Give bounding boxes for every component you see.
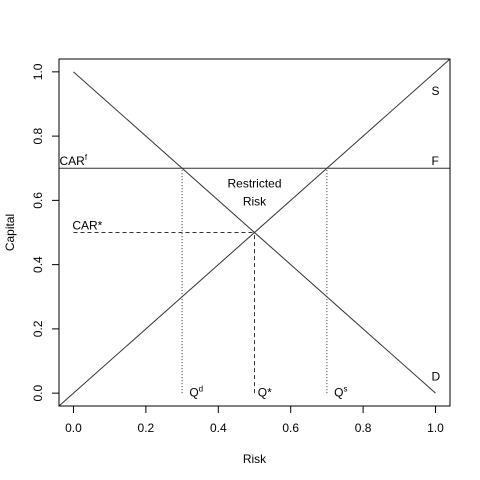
label-s: S <box>432 84 440 98</box>
label-d: D <box>432 369 441 383</box>
x-tick-label: 0.0 <box>65 421 82 435</box>
axes: 0.0 0.0 0.2 0.2 0.4 0.4 0.6 0.6 0.8 0.8 1.0 1.0 <box>31 63 444 435</box>
y-tick-label: 0.8 <box>31 127 45 144</box>
label-f: F <box>432 154 439 168</box>
x-tick-label: 0.2 <box>138 421 155 435</box>
y-axis-title: Capital <box>3 214 17 251</box>
label-risk: Risk <box>243 195 267 209</box>
x-axis-title: Risk <box>243 452 267 466</box>
label-restricted: Restricted <box>227 177 281 191</box>
y-tick-label: 1.0 <box>31 63 45 80</box>
x-tick-label: 0.4 <box>210 421 227 435</box>
plot-area <box>58 58 451 407</box>
label-q-d: Qd <box>189 384 203 399</box>
y-tick-label: 0.4 <box>31 256 45 273</box>
label-q-s: Qs <box>334 384 347 399</box>
x-tick-label: 0.8 <box>355 421 372 435</box>
x-tick-label: 1.0 <box>427 421 444 435</box>
label-q-star: Q* <box>258 385 272 399</box>
y-tick-label: 0.0 <box>31 384 45 401</box>
label-car-star: CAR* <box>72 218 102 232</box>
y-tick-label: 0.6 <box>31 192 45 209</box>
y-tick-label: 0.2 <box>31 320 45 337</box>
x-tick-label: 0.6 <box>282 421 299 435</box>
series-line-d <box>73 71 436 394</box>
label-car-f: CARf <box>59 153 87 168</box>
